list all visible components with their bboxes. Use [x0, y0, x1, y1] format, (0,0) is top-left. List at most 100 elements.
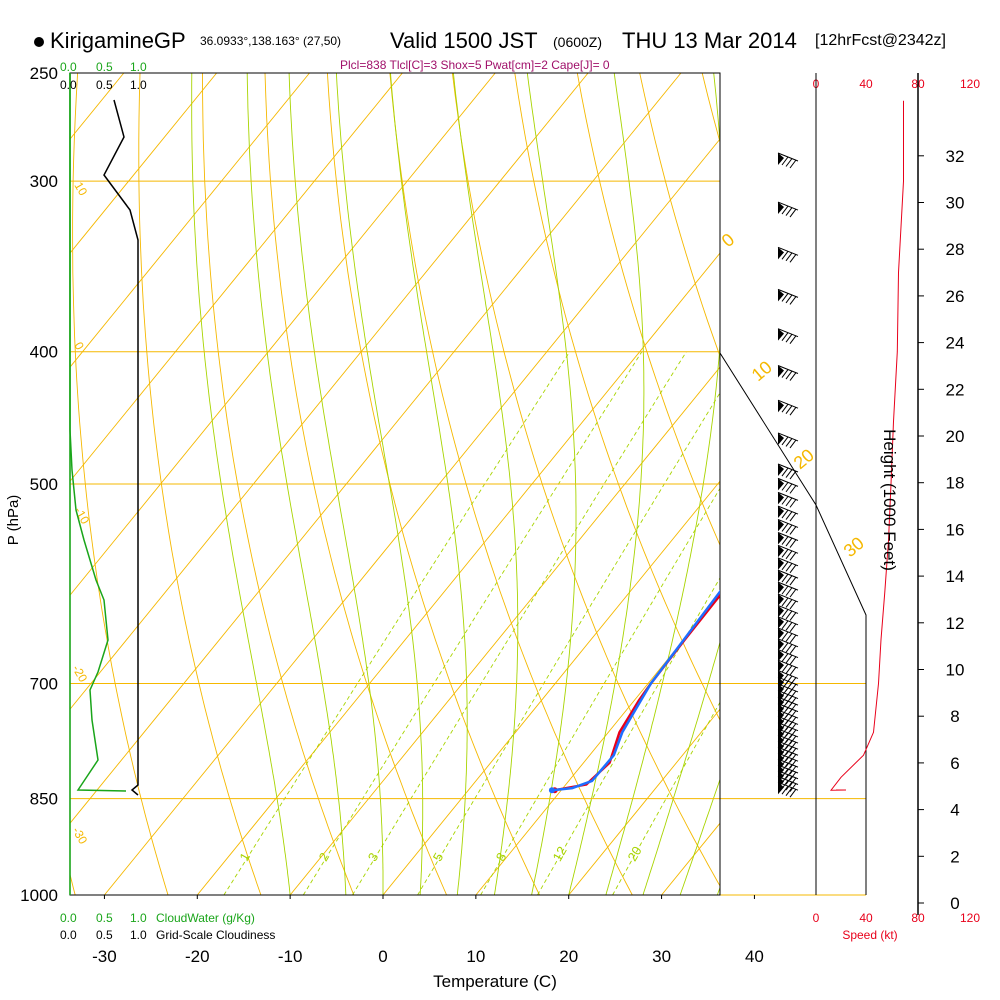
- barb-feather: [781, 436, 789, 446]
- barb-feather: [789, 729, 797, 739]
- barb-pennant: [778, 153, 784, 166]
- barb-feather: [789, 159, 797, 169]
- cloudwater-curve: [69, 73, 127, 792]
- barb-feather: [785, 633, 793, 642]
- moist-adiabat-line: [246, 73, 347, 895]
- barb-feather: [789, 666, 797, 676]
- barb-feather: [789, 759, 797, 769]
- barb-feather: [789, 747, 797, 757]
- dewpoint-surface-marker: [548, 787, 555, 794]
- barb-feather: [785, 438, 793, 447]
- barb-feather: [789, 788, 797, 798]
- station-name: KirigamineGP: [50, 28, 186, 53]
- barb-feather: [781, 332, 789, 341]
- barb-feather: [781, 774, 789, 784]
- barb-feather: [785, 610, 793, 620]
- wind-barb: [777, 532, 799, 548]
- barb-feather: [785, 333, 793, 343]
- height-tick-label: 2: [950, 847, 959, 866]
- barb-pennant: [778, 616, 784, 629]
- height-tick-label: 20: [946, 427, 965, 446]
- dry-adiabat-line: [639, 73, 720, 358]
- barb-pennant: [778, 593, 784, 606]
- dry-adiabat-line: [202, 73, 355, 895]
- temp-tick-label: 40: [745, 947, 764, 966]
- station-coords: 36.0933°,138.163° (27,50): [200, 34, 342, 48]
- height-tick-label: 0: [950, 894, 959, 913]
- moist-adiabat-line: [335, 73, 424, 895]
- height-tick-label: 6: [950, 754, 959, 773]
- barb-pennant: [778, 545, 784, 558]
- wind-barb: [777, 518, 799, 535]
- barb-feather: [785, 599, 793, 608]
- chart-header: KirigamineGP 36.0933°,138.163° (27,50) V…: [0, 28, 1000, 58]
- pressure-tick-label: 300: [30, 172, 58, 191]
- barb-feather: [785, 252, 793, 262]
- dry-adiabat-line: [326, 73, 540, 895]
- barb-feather: [781, 780, 789, 789]
- barb-feather: [785, 644, 793, 653]
- wind-barb: [777, 365, 799, 381]
- wind-barb: [777, 399, 799, 416]
- wind-panel: [719, 73, 904, 895]
- barb-feather: [781, 293, 789, 302]
- barb-feather: [789, 470, 797, 480]
- barb-pennant: [778, 247, 784, 260]
- cloudwater-label: CloudWater (g/Kg): [156, 911, 255, 925]
- valid-zulu: (0600Z): [553, 34, 603, 50]
- moist-adiabat-line: [452, 73, 519, 895]
- wind-barb: [777, 616, 799, 633]
- cloudwater-top-tick: 0.0: [60, 60, 77, 74]
- wind-speed-curve: [829, 100, 904, 791]
- barb-feather: [785, 621, 793, 631]
- barb-feather: [789, 406, 797, 416]
- dry-adiabat-line: [514, 73, 720, 721]
- pressure-tick-label: 850: [30, 790, 58, 809]
- barb-feather: [785, 524, 793, 534]
- barb-feather: [789, 439, 797, 449]
- barb-feather: [785, 563, 793, 572]
- barb-pennant: [778, 328, 784, 341]
- barb-feather: [781, 768, 789, 778]
- barb-feather: [781, 496, 789, 505]
- sounding-stats: Plcl=838 Tlcl[C]=3 Shox=5 Pwat[cm]=2 Cap…: [340, 58, 610, 72]
- barb-pennant: [778, 478, 784, 491]
- wind-barb: [777, 246, 799, 263]
- barb-feather: [789, 208, 797, 218]
- height-tick-label: 16: [946, 520, 965, 539]
- valid-time: Valid 1500 JST: [390, 28, 538, 53]
- mixing-ratio-line: [480, 487, 720, 895]
- cloudiness-top-tick: 1.0: [130, 78, 147, 92]
- barb-feather: [789, 716, 797, 726]
- wind-barb: [777, 659, 799, 676]
- cloudiness-top-tick: 0.0: [60, 78, 77, 92]
- cloudiness-bottom-tick: 1.0: [130, 928, 147, 942]
- dry-adiabat-label: 0: [718, 229, 739, 251]
- cloudwater-bottom-tick: 0.5: [96, 911, 113, 925]
- temp-tick-label: -20: [185, 947, 210, 966]
- barb-feather: [789, 526, 797, 535]
- barb-pennant: [778, 532, 784, 545]
- wind-speed-bottom-tick: 0: [813, 911, 820, 925]
- cloudwater-bottom-tick: 0.0: [60, 911, 77, 925]
- temp-tick-label: -30: [92, 947, 117, 966]
- pressure-tick-label: 400: [30, 343, 58, 362]
- barb-feather: [781, 663, 789, 673]
- barb-feather: [781, 653, 789, 662]
- barb-feather: [785, 764, 793, 773]
- barb-feather: [785, 587, 793, 596]
- barb-feather: [789, 588, 797, 598]
- barb-feather: [785, 758, 793, 768]
- temp-tick-label: 0: [378, 947, 387, 966]
- barb-feather: [789, 296, 797, 305]
- barb-feather: [781, 642, 789, 652]
- wind-barb: [777, 432, 799, 449]
- barb-feather: [785, 537, 793, 547]
- barb-feather: [785, 665, 793, 674]
- wind-speed-bottom-tick: 80: [911, 911, 925, 925]
- cloudwater-bottom-tick: 1.0: [130, 911, 147, 925]
- barb-feather: [781, 762, 789, 772]
- isotherm-line: [847, 73, 1000, 895]
